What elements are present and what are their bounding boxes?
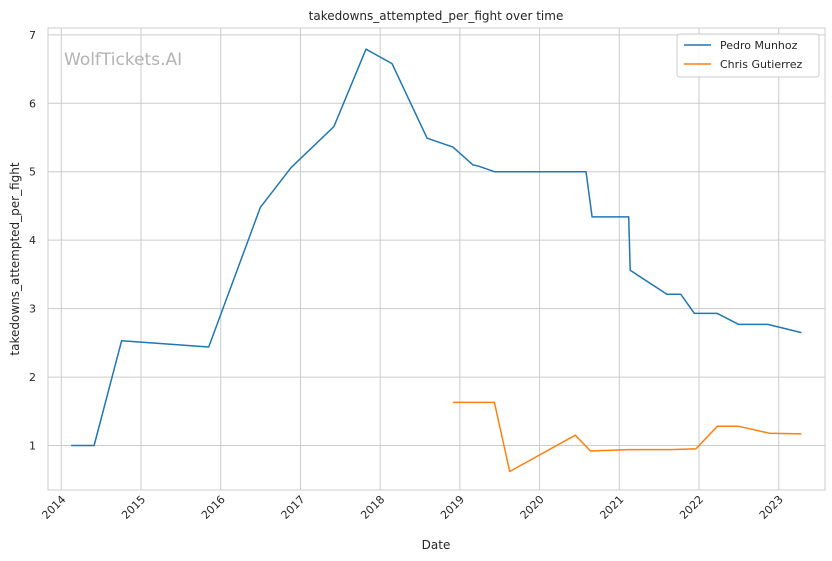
y-tick-label: 4 bbox=[29, 234, 36, 247]
chart-title: takedowns_attempted_per_fight over time bbox=[309, 9, 564, 23]
y-tick-label: 6 bbox=[29, 97, 36, 110]
legend: Pedro Munhoz Chris Gutierrez bbox=[676, 33, 820, 78]
series-line-chris-gutierrez bbox=[453, 401, 802, 473]
series-line-pedro-munhoz bbox=[71, 48, 802, 447]
x-axis-label: Date bbox=[422, 538, 451, 552]
plot-frame bbox=[47, 27, 826, 491]
y-tick-labels: 1 2 3 4 5 6 7 bbox=[29, 29, 36, 453]
legend-box bbox=[676, 33, 820, 78]
y-tick-label: 7 bbox=[29, 29, 36, 42]
y-tick-label: 1 bbox=[29, 440, 36, 453]
y-tick-label: 3 bbox=[29, 303, 36, 316]
grid bbox=[48, 28, 825, 490]
series-layer bbox=[71, 48, 802, 473]
legend-label-chris-gutierrez: Chris Gutierrez bbox=[720, 58, 802, 71]
watermark: WolfTickets.AI bbox=[64, 50, 182, 70]
legend-label-pedro-munhoz: Pedro Munhoz bbox=[720, 39, 798, 52]
y-tick-label: 2 bbox=[29, 371, 36, 384]
y-axis-label: takedowns_attempted_per_fight bbox=[8, 162, 22, 355]
y-tick-label: 5 bbox=[29, 166, 36, 179]
